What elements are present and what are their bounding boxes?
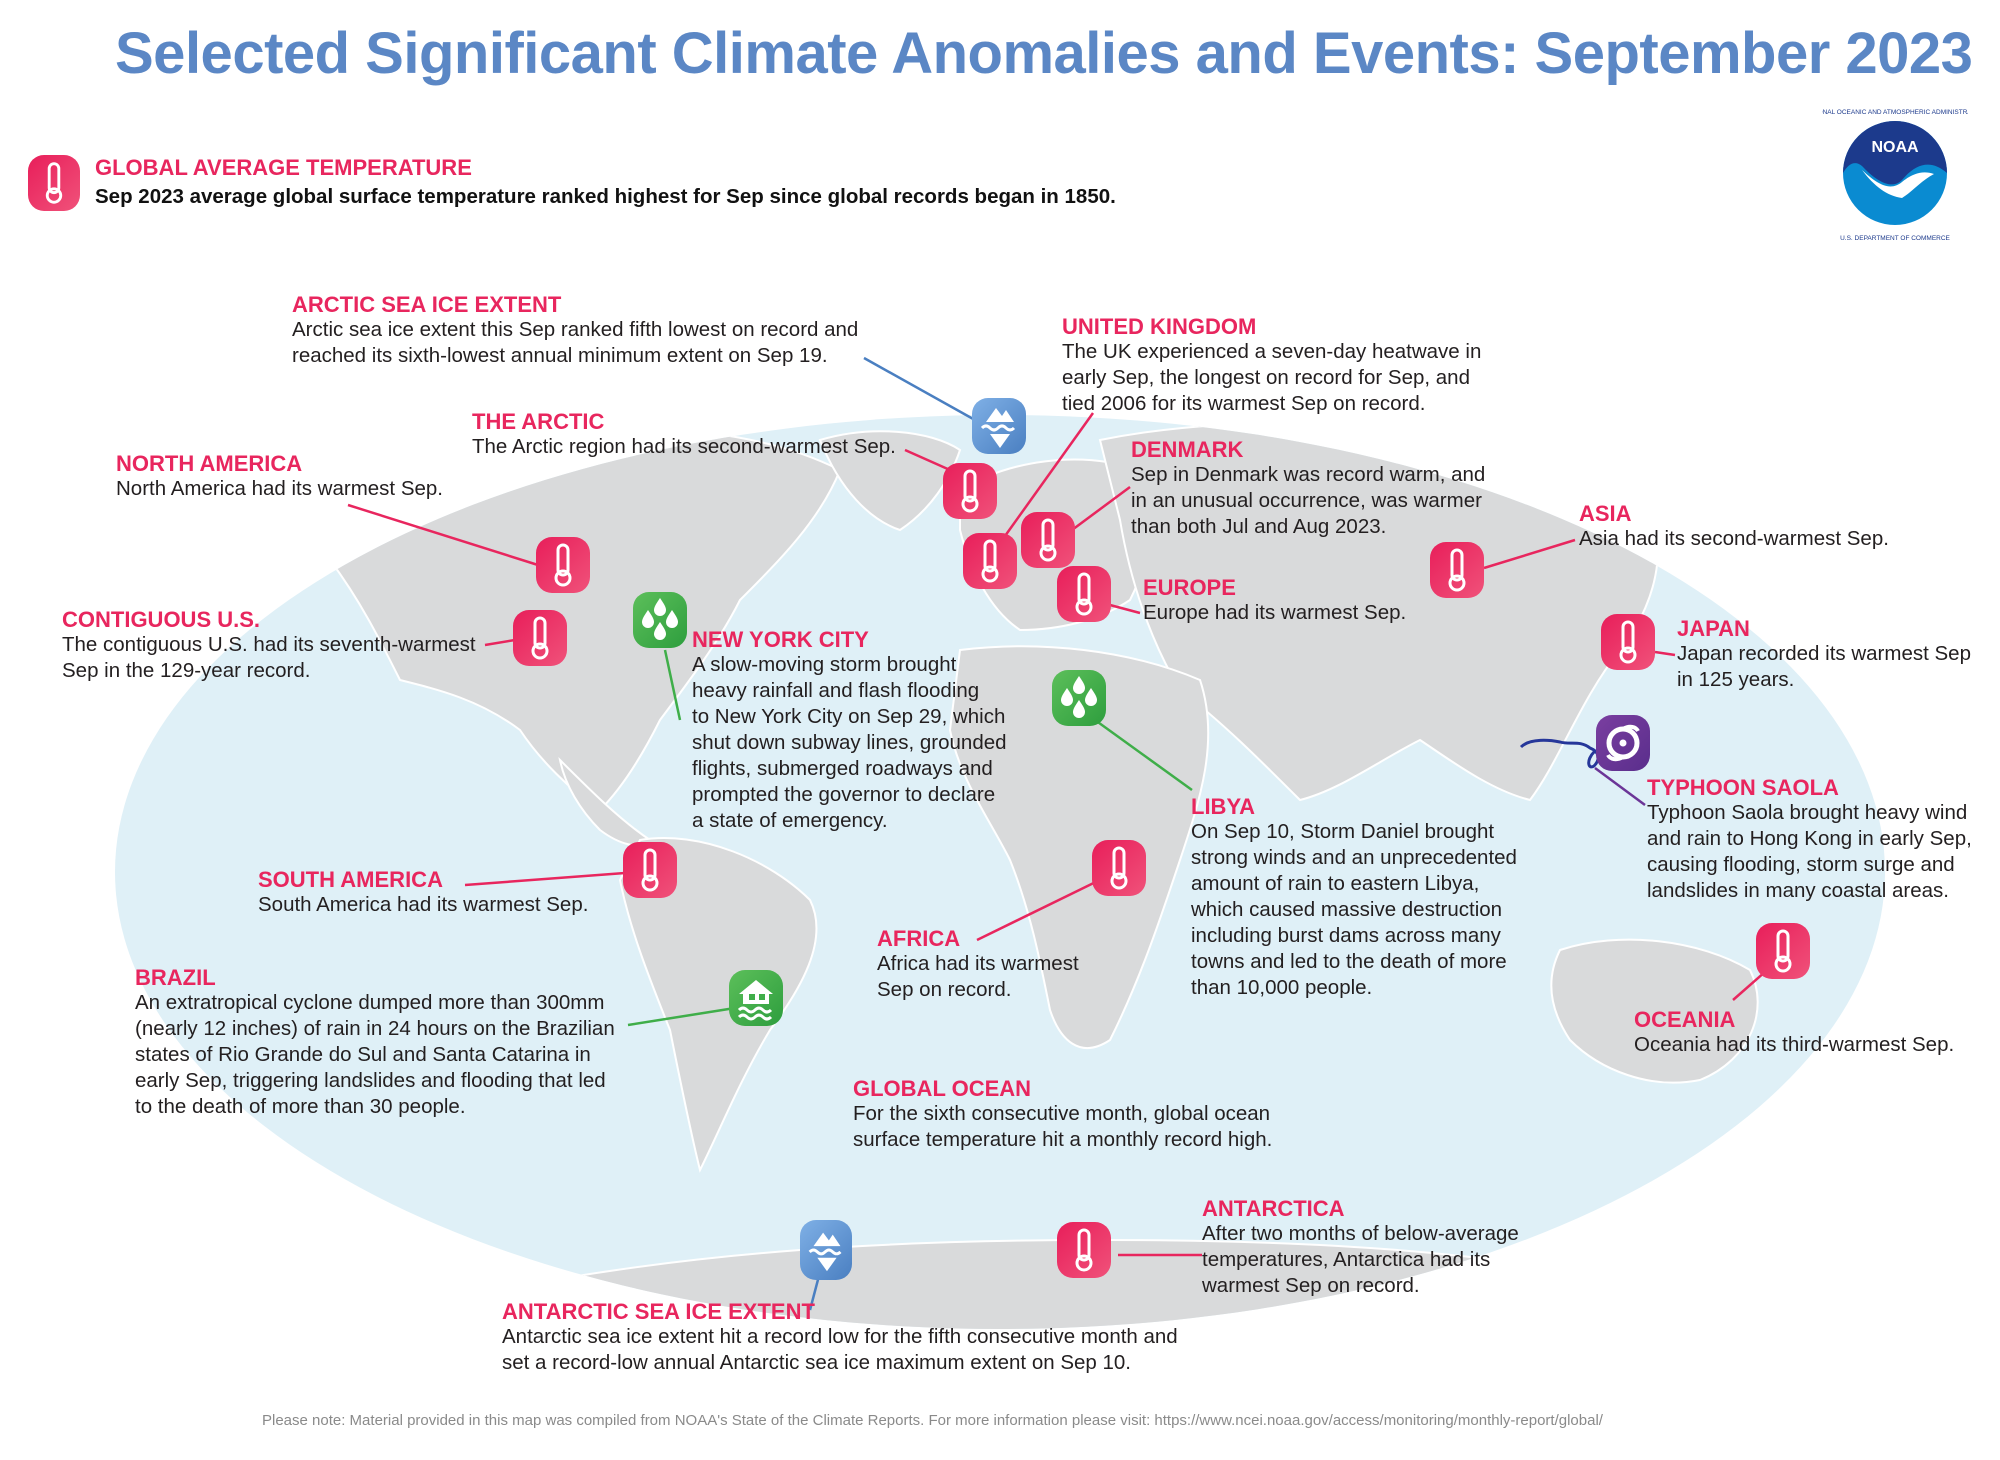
raindrops-icon-libya	[1052, 670, 1106, 726]
label-libya: LIBYA On Sep 10, Storm Daniel brought st…	[1191, 794, 1517, 1000]
land-south-america	[618, 837, 818, 1173]
global-average-temperature: GLOBAL AVERAGE TEMPERATURE Sep 2023 aver…	[95, 155, 1116, 209]
thermometer-icon-africa	[1092, 840, 1146, 896]
thermometer-icon-europe	[1057, 566, 1111, 622]
typhoon-track	[1519, 738, 1600, 769]
connector-brazil	[627, 1006, 736, 1027]
connector-typhoon	[1594, 766, 1646, 807]
label-contiguous-us: CONTIGUOUS U.S. The contiguous U.S. had …	[62, 607, 476, 683]
label-denmark: DENMARK Sep in Denmark was record warm, …	[1131, 437, 1486, 539]
thermometer-icon-uk	[963, 533, 1017, 589]
thermometer-icon-arctic	[943, 463, 997, 519]
connector-arctic	[904, 448, 951, 472]
connector-south-america	[464, 871, 626, 887]
page-title: Selected Significant Climate Anomalies a…	[115, 21, 1973, 86]
svg-text:U.S. DEPARTMENT OF COMMERCE: U.S. DEPARTMENT OF COMMERCE	[1840, 235, 1950, 242]
connector-north-america	[347, 503, 539, 567]
label-typhoon: TYPHOON SAOLA Typhoon Saola brought heav…	[1647, 775, 1972, 903]
land-greenland	[818, 430, 962, 532]
label-north-america: NORTH AMERICA North America had its warm…	[116, 451, 443, 501]
connector-asia	[1483, 538, 1576, 570]
connector-arctic-sea-ice	[863, 356, 976, 422]
label-global-ocean: GLOBAL OCEAN For the sixth consecutive m…	[853, 1076, 1273, 1152]
label-brazil: BRAZIL An extratropical cyclone dumped m…	[135, 965, 615, 1119]
flooded-house-icon-brazil	[729, 970, 783, 1026]
svg-text:NOAA: NOAA	[1871, 139, 1919, 156]
connector-libya	[1094, 718, 1193, 792]
global-text: Sep 2023 average global surface temperat…	[95, 185, 1116, 208]
cyclone-icon-typhoon	[1596, 715, 1650, 771]
label-japan: JAPAN Japan recorded its warmest Sep in …	[1677, 616, 1971, 692]
thermometer-icon-asia	[1430, 542, 1484, 598]
iceberg-icon-antarctic	[800, 1220, 852, 1280]
thermometer-icon-oceania	[1756, 923, 1810, 979]
connector-japan	[1654, 650, 1676, 657]
svg-text:NATIONAL OCEANIC AND ATMOSPHER: NATIONAL OCEANIC AND ATMOSPHERIC ADMINIS…	[1822, 109, 1968, 116]
label-arctic: THE ARCTIC The Arctic region had its sec…	[472, 409, 896, 459]
connector-nyc	[663, 649, 682, 721]
thermometer-icon-contiguous-us	[513, 610, 567, 666]
thermometer-icon-denmark	[1021, 512, 1075, 568]
label-nyc: NEW YORK CITY A slow-moving storm brough…	[692, 627, 1007, 833]
label-uk: UNITED KINGDOM The UK experienced a seve…	[1062, 314, 1482, 416]
label-africa: AFRICA Africa had its warmest Sep on rec…	[877, 926, 1079, 1002]
land-australia	[1550, 938, 1759, 1084]
thermometer-icon-north-america	[536, 537, 590, 593]
thermometer-icon	[28, 155, 80, 211]
connector-denmark	[1071, 485, 1131, 532]
label-antarctica: ANTARCTICA After two months of below-ave…	[1202, 1196, 1519, 1298]
label-south-america: SOUTH AMERICA South America had its warm…	[258, 867, 589, 917]
connector-uk	[1003, 412, 1095, 537]
thermometer-icon-japan	[1601, 614, 1655, 670]
label-asia: ASIA Asia had its second-warmest Sep.	[1579, 501, 1889, 551]
footer-note: Please note: Material provided in this m…	[262, 1412, 1603, 1429]
connector-africa	[976, 873, 1111, 942]
land-africa	[948, 645, 1210, 1050]
label-arctic-sea-ice: ARCTIC SEA ICE EXTENT Arctic sea ice ext…	[292, 292, 859, 368]
label-oceania: OCEANIA Oceania had its third-warmest Se…	[1634, 1007, 1955, 1057]
raindrops-icon-nyc	[633, 592, 687, 648]
global-heading: GLOBAL AVERAGE TEMPERATURE	[95, 155, 472, 180]
thermometer-icon-antarctica	[1057, 1222, 1111, 1278]
iceberg-icon-arctic	[972, 398, 1026, 454]
thermometer-icon-south-america	[623, 842, 677, 898]
label-antarctic-sea-ice: ANTARCTIC SEA ICE EXTENT Antarctic sea i…	[502, 1299, 1178, 1375]
noaa-logo: NOAA NATIONAL OCEANIC AND ATMOSPHERIC AD…	[1822, 101, 1968, 245]
label-europe: EUROPE Europe had its warmest Sep.	[1143, 575, 1407, 625]
connector-europe	[1109, 603, 1141, 615]
connector-contiguous-us	[484, 638, 516, 647]
